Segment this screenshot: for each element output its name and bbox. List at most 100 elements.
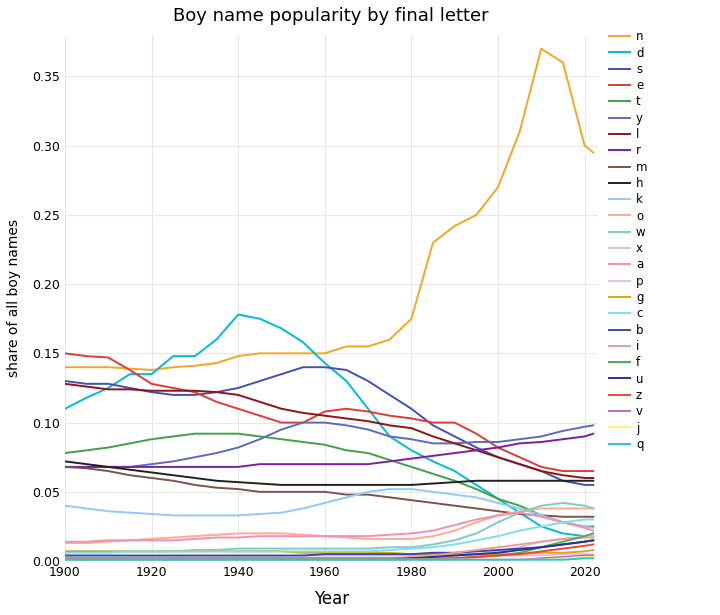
- g: [494, 550, 503, 558]
- c: [169, 548, 178, 555]
- t: [256, 433, 264, 440]
- u: [589, 537, 598, 544]
- b: [125, 552, 134, 559]
- v: [559, 554, 567, 561]
- d: [234, 311, 243, 319]
- r: [516, 440, 524, 447]
- e: [472, 430, 481, 437]
- y: [82, 463, 91, 470]
- f: [407, 555, 415, 562]
- l: [212, 389, 221, 396]
- j: [428, 556, 437, 563]
- y: [125, 463, 134, 470]
- c: [516, 527, 524, 534]
- w: [82, 548, 91, 555]
- d: [589, 533, 598, 540]
- y: [342, 422, 351, 429]
- t: [299, 438, 307, 446]
- r: [364, 461, 372, 468]
- l: [277, 405, 286, 413]
- h: [342, 481, 351, 488]
- y: [234, 444, 243, 451]
- l: [589, 474, 598, 482]
- v: [364, 556, 372, 563]
- x: [234, 556, 243, 563]
- b: [537, 544, 546, 551]
- q: [516, 556, 524, 563]
- o: [589, 505, 598, 512]
- p: [212, 552, 221, 559]
- f: [320, 555, 329, 562]
- Line: r: r: [65, 434, 593, 467]
- d: [299, 339, 307, 346]
- Line: x: x: [65, 536, 593, 560]
- t: [428, 470, 437, 477]
- d: [472, 481, 481, 488]
- e: [342, 405, 351, 413]
- z: [407, 556, 415, 563]
- e: [104, 354, 112, 361]
- o: [277, 530, 286, 537]
- m: [516, 510, 524, 518]
- Line: o: o: [65, 509, 593, 543]
- l: [256, 398, 264, 405]
- x: [256, 556, 264, 563]
- o: [256, 530, 264, 537]
- o: [169, 534, 178, 541]
- b: [104, 552, 112, 559]
- y: [104, 463, 112, 470]
- b: [385, 550, 394, 558]
- t: [212, 430, 221, 437]
- i: [125, 555, 134, 562]
- a: [589, 527, 598, 534]
- b: [428, 549, 437, 557]
- y: [147, 461, 156, 468]
- g: [104, 548, 112, 555]
- h: [60, 458, 69, 465]
- o: [234, 530, 243, 537]
- z: [580, 542, 589, 550]
- t: [451, 477, 459, 485]
- i: [82, 555, 91, 562]
- l: [428, 433, 437, 440]
- a: [516, 509, 524, 517]
- n: [364, 343, 372, 350]
- k: [580, 523, 589, 530]
- d: [169, 352, 178, 360]
- Line: t: t: [65, 434, 593, 526]
- k: [256, 510, 264, 518]
- i: [472, 546, 481, 554]
- v: [191, 556, 199, 563]
- b: [212, 552, 221, 559]
- c: [191, 548, 199, 555]
- s: [559, 477, 567, 485]
- o: [472, 518, 481, 526]
- k: [299, 505, 307, 512]
- Line: a: a: [65, 513, 593, 542]
- g: [60, 548, 69, 555]
- k: [169, 512, 178, 519]
- u: [299, 556, 307, 563]
- l: [385, 422, 394, 429]
- c: [277, 548, 286, 555]
- v: [299, 556, 307, 563]
- i: [60, 555, 69, 562]
- o: [407, 535, 415, 542]
- u: [580, 538, 589, 546]
- y: [428, 440, 437, 447]
- a: [191, 535, 199, 542]
- a: [385, 531, 394, 539]
- n: [589, 149, 598, 156]
- u: [169, 556, 178, 563]
- k: [125, 509, 134, 517]
- z: [451, 555, 459, 562]
- h: [589, 477, 598, 485]
- u: [234, 556, 243, 563]
- b: [256, 552, 264, 559]
- o: [451, 527, 459, 534]
- z: [472, 554, 481, 561]
- p: [277, 552, 286, 559]
- y: [212, 450, 221, 457]
- d: [559, 530, 567, 537]
- w: [169, 548, 178, 555]
